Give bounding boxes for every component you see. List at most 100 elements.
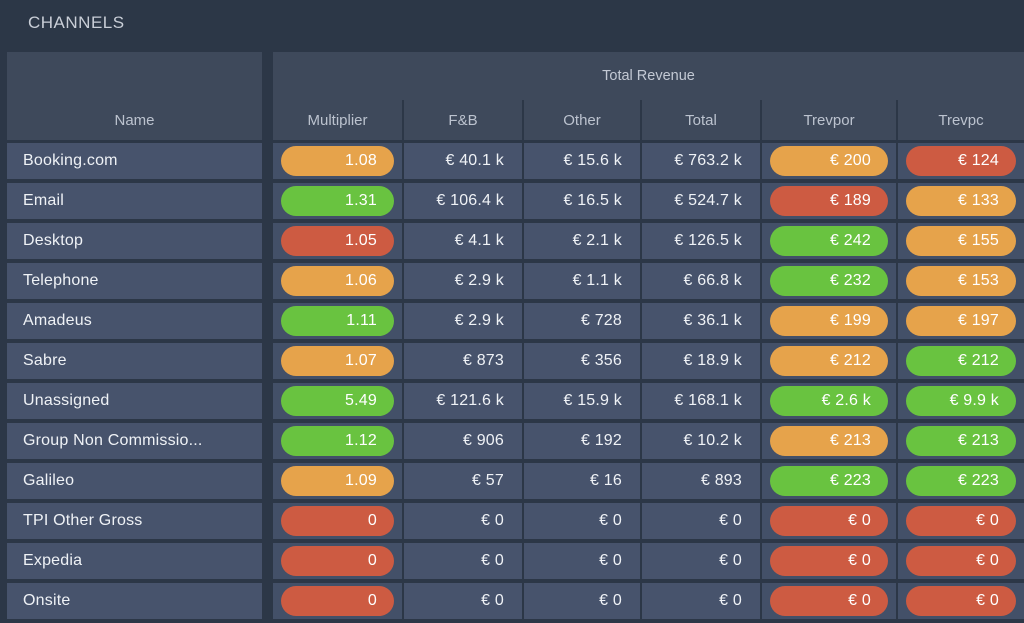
channel-name-row[interactable]: Unassigned xyxy=(7,383,262,419)
other-value-cell: € 16.5 k xyxy=(522,183,640,219)
table-row[interactable]: 0 € 0 € 0 € 0 € 0 € 0 xyxy=(273,583,1024,619)
total-value-cell: € 18.9 k xyxy=(640,343,760,379)
channel-name: Booking.com xyxy=(23,152,118,169)
channel-name-row[interactable]: Booking.com xyxy=(7,143,262,179)
trevpc-pill: € 223 xyxy=(906,466,1016,496)
total-value-cell: € 763.2 k xyxy=(640,143,760,179)
column-header-trevpc[interactable]: Trevpc xyxy=(896,100,1024,140)
channel-name-row[interactable]: Desktop xyxy=(7,223,262,259)
trevpor-pill: € 0 xyxy=(770,546,888,576)
trevpc-cell: € 155 xyxy=(896,223,1024,259)
fb-value-cell: € 106.4 k xyxy=(402,183,522,219)
channel-name-row[interactable]: Expedia xyxy=(7,543,262,579)
trevpor-pill: € 212 xyxy=(770,346,888,376)
multiplier-cell: 1.06 xyxy=(273,263,402,299)
total-value-cell: € 0 xyxy=(640,583,760,619)
multiplier-cell: 1.12 xyxy=(273,423,402,459)
other-value-cell: € 16 xyxy=(522,463,640,499)
fb-value-cell: € 40.1 k xyxy=(402,143,522,179)
table-row[interactable]: 1.08 € 40.1 k € 15.6 k € 763.2 k € 200 €… xyxy=(273,143,1024,179)
table-row[interactable]: 1.11 € 2.9 k € 728 € 36.1 k € 199 € 197 xyxy=(273,303,1024,339)
channel-name-row[interactable]: Group Non Commissio... xyxy=(7,423,262,459)
fb-value-cell: € 0 xyxy=(402,503,522,539)
other-value-cell: € 0 xyxy=(522,503,640,539)
trevpc-cell: € 213 xyxy=(896,423,1024,459)
table-row[interactable]: 1.31 € 106.4 k € 16.5 k € 524.7 k € 189 … xyxy=(273,183,1024,219)
table-row[interactable]: 1.06 € 2.9 k € 1.1 k € 66.8 k € 232 € 15… xyxy=(273,263,1024,299)
trevpc-cell: € 223 xyxy=(896,463,1024,499)
trevpor-pill: € 0 xyxy=(770,586,888,616)
multiplier-pill: 0 xyxy=(281,546,394,576)
trevpor-pill: € 189 xyxy=(770,186,888,216)
channel-name-row[interactable]: Email xyxy=(7,183,262,219)
table-row[interactable]: 0 € 0 € 0 € 0 € 0 € 0 xyxy=(273,503,1024,539)
multiplier-pill: 1.05 xyxy=(281,226,394,256)
channel-name: Galileo xyxy=(23,472,75,489)
trevpor-cell: € 0 xyxy=(760,543,896,579)
trevpor-cell: € 232 xyxy=(760,263,896,299)
multiplier-cell: 1.07 xyxy=(273,343,402,379)
channel-name-rows: Booking.com Email Desktop Telephone Amad… xyxy=(7,143,262,619)
trevpc-pill: € 212 xyxy=(906,346,1016,376)
channel-name-row[interactable]: Onsite xyxy=(7,583,262,619)
multiplier-pill: 0 xyxy=(281,506,394,536)
name-header-spacer xyxy=(7,52,262,100)
column-header-name[interactable]: Name xyxy=(114,111,155,129)
page-title: CHANNELS xyxy=(28,13,125,32)
channel-name: Sabre xyxy=(23,352,67,369)
table-row[interactable]: 5.49 € 121.6 k € 15.9 k € 168.1 k € 2.6 … xyxy=(273,383,1024,419)
other-value-cell: € 0 xyxy=(522,543,640,579)
trevpc-cell: € 9.9 k xyxy=(896,383,1024,419)
channel-name-row[interactable]: Amadeus xyxy=(7,303,262,339)
trevpor-cell: € 212 xyxy=(760,343,896,379)
channel-name-row[interactable]: TPI Other Gross xyxy=(7,503,262,539)
table-row[interactable]: 1.07 € 873 € 356 € 18.9 k € 212 € 212 xyxy=(273,343,1024,379)
other-value-cell: € 728 xyxy=(522,303,640,339)
trevpc-cell: € 0 xyxy=(896,543,1024,579)
trevpc-cell: € 153 xyxy=(896,263,1024,299)
trevpc-pill: € 197 xyxy=(906,306,1016,336)
trevpc-cell: € 0 xyxy=(896,583,1024,619)
fb-value-cell: € 906 xyxy=(402,423,522,459)
column-header-total[interactable]: Total xyxy=(640,100,760,140)
table-row[interactable]: 1.12 € 906 € 192 € 10.2 k € 213 € 213 xyxy=(273,423,1024,459)
other-value-cell: € 0 xyxy=(522,583,640,619)
multiplier-pill: 1.08 xyxy=(281,146,394,176)
fb-value-cell: € 57 xyxy=(402,463,522,499)
trevpor-cell: € 200 xyxy=(760,143,896,179)
table-row[interactable]: 0 € 0 € 0 € 0 € 0 € 0 xyxy=(273,543,1024,579)
trevpc-pill: € 133 xyxy=(906,186,1016,216)
trevpor-pill: € 242 xyxy=(770,226,888,256)
other-value-cell: € 15.9 k xyxy=(522,383,640,419)
total-value-cell: € 168.1 k xyxy=(640,383,760,419)
column-header-multiplier[interactable]: Multiplier xyxy=(307,111,368,129)
channel-name: Onsite xyxy=(23,592,71,609)
other-value-cell: € 356 xyxy=(522,343,640,379)
trevpor-pill: € 223 xyxy=(770,466,888,496)
trevpor-pill: € 0 xyxy=(770,506,888,536)
channel-name: Unassigned xyxy=(23,392,110,409)
total-value-cell: € 10.2 k xyxy=(640,423,760,459)
total-value-cell: € 126.5 k xyxy=(640,223,760,259)
column-header-trevpor[interactable]: Trevpor xyxy=(760,100,896,140)
multiplier-cell: 1.08 xyxy=(273,143,402,179)
multiplier-pill: 5.49 xyxy=(281,386,394,416)
fb-value-cell: € 0 xyxy=(402,583,522,619)
channel-name-row[interactable]: Galileo xyxy=(7,463,262,499)
trevpor-cell: € 223 xyxy=(760,463,896,499)
trevpor-cell: € 213 xyxy=(760,423,896,459)
multiplier-pill: 1.07 xyxy=(281,346,394,376)
trevpc-pill: € 9.9 k xyxy=(906,386,1016,416)
fb-value-cell: € 2.9 k xyxy=(402,263,522,299)
column-header-fb[interactable]: F&B xyxy=(402,100,522,140)
column-header-other[interactable]: Other xyxy=(522,100,640,140)
revenue-rows: 1.08 € 40.1 k € 15.6 k € 763.2 k € 200 €… xyxy=(273,143,1024,619)
channel-name-row[interactable]: Sabre xyxy=(7,343,262,379)
fb-value-cell: € 121.6 k xyxy=(402,383,522,419)
multiplier-pill: 1.06 xyxy=(281,266,394,296)
table-row[interactable]: 1.09 € 57 € 16 € 893 € 223 € 223 xyxy=(273,463,1024,499)
table-row[interactable]: 1.05 € 4.1 k € 2.1 k € 126.5 k € 242 € 1… xyxy=(273,223,1024,259)
channel-name: Telephone xyxy=(23,272,99,289)
trevpc-cell: € 133 xyxy=(896,183,1024,219)
channel-name-row[interactable]: Telephone xyxy=(7,263,262,299)
